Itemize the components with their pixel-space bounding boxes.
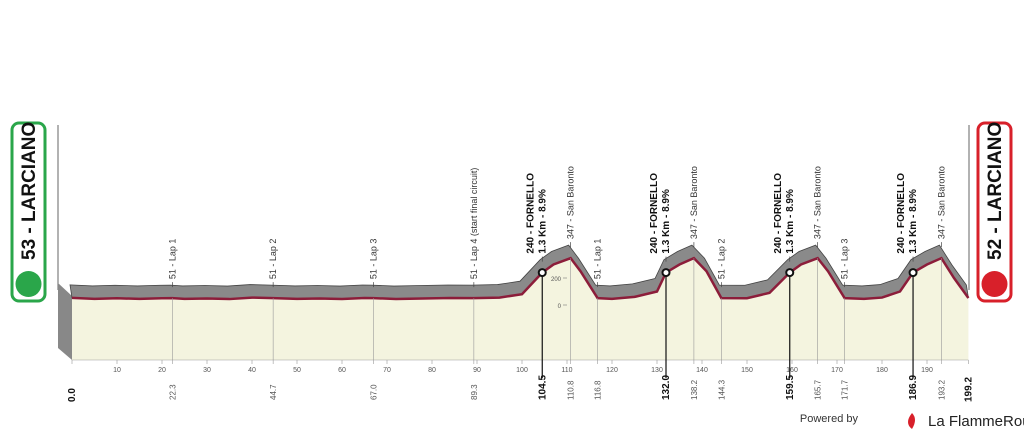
- x-tick-label: 160: [786, 367, 798, 374]
- x-end-label: 199.2: [963, 377, 974, 402]
- point-km: 186.9: [908, 375, 919, 400]
- x-tick-label: 40: [248, 367, 256, 374]
- climb-dot: [537, 268, 547, 278]
- point-label: 51 - Lap 3: [369, 239, 379, 280]
- brand: La FlammeRouge: [928, 413, 1024, 430]
- x-tick-label: 130: [651, 367, 663, 374]
- plot: 0 200 0.0 10 20 30 40 50 60 70 80 90 100 110 120 130 140…: [67, 166, 974, 402]
- point-km: 165.7: [814, 379, 823, 400]
- x-tick-label: 90: [473, 367, 481, 374]
- start-marker: 53 - LARCIANO: [10, 121, 47, 303]
- side-wedge: [58, 283, 72, 360]
- point-km: 159.5: [785, 375, 796, 400]
- powered-by: Powered by: [800, 413, 859, 425]
- point-label: 240 - FORNELLO: [649, 173, 660, 254]
- point-km: 22.3: [168, 384, 177, 400]
- finish-marker: 52 - LARCIANO: [976, 121, 1013, 303]
- point-label: 347 - San Baronto: [566, 166, 576, 239]
- x-tick-label: 170: [831, 367, 843, 374]
- x-tick-label: 20: [158, 367, 166, 374]
- point-km: 104.5: [537, 375, 548, 400]
- point-km: 44.7: [269, 384, 278, 400]
- point-km: 138.2: [690, 379, 699, 400]
- x-end-label: 0.0: [67, 388, 78, 402]
- x-tick-label: 140: [696, 367, 708, 374]
- point-label: 51 - Lap 3: [840, 239, 850, 280]
- point-label: 51 - Lap 2: [268, 239, 278, 280]
- point-label: 347 - San Baronto: [689, 166, 699, 239]
- point-km: 89.3: [470, 384, 479, 400]
- x-tick-label: 10: [113, 367, 121, 374]
- point-km: 132.0: [661, 375, 672, 400]
- x-tick-label: 150: [741, 367, 753, 374]
- point-label: 1.3 Km - 8.9%: [537, 189, 548, 254]
- x-tick-label: 120: [606, 367, 618, 374]
- point-km: 67.0: [370, 384, 379, 400]
- climb-dot: [908, 268, 918, 278]
- finish-box: [976, 121, 1013, 303]
- x-tick-label: 180: [876, 367, 888, 374]
- x-tick-label: 100: [516, 367, 528, 374]
- point-label: 1.3 Km - 8.9%: [785, 189, 796, 254]
- point-km: 144.3: [717, 379, 726, 400]
- point-label: 51 - Lap 1: [593, 239, 603, 280]
- climb-dot: [785, 268, 795, 278]
- point-label: 1.3 Km - 8.9%: [661, 189, 672, 254]
- point-label: 240 - FORNELLO: [896, 173, 907, 254]
- point-label: 240 - FORNELLO: [525, 173, 536, 254]
- point-label: 51 - Lap 2: [716, 239, 726, 280]
- finish-label: 52 - LARCIANO: [985, 122, 1006, 260]
- y-tick-label: 200: [551, 277, 562, 283]
- x-tick-label: 60: [338, 367, 346, 374]
- start-label: 53 - LARCIANO: [19, 122, 40, 260]
- x-tick-label: 80: [428, 367, 436, 374]
- point-label: 347 - San Baronto: [936, 166, 946, 239]
- x-tick-label: 110: [561, 367, 572, 374]
- x-tick-label: 70: [383, 367, 391, 374]
- profile-line: [71, 256, 970, 301]
- start-box: [10, 121, 47, 303]
- point-label: 51 - Lap 4 (start final circuit): [469, 168, 479, 280]
- point-label: 240 - FORNELLO: [773, 173, 784, 254]
- climb-dot: [661, 268, 671, 278]
- point-km: 110.8: [567, 380, 576, 400]
- brand-icon: [908, 413, 915, 429]
- point-label: 1.3 Km - 8.9%: [908, 189, 919, 254]
- x-tick-label: 190: [921, 367, 933, 374]
- point-label: 51 - Lap 1: [167, 239, 177, 280]
- point-label: 347 - San Baronto: [813, 166, 823, 239]
- ground-area: [72, 258, 969, 360]
- y-tick-label: 0: [558, 304, 562, 310]
- point-km: 116.8: [594, 380, 603, 400]
- x-tick-label: 30: [203, 367, 211, 374]
- point-km: 193.2: [937, 379, 946, 400]
- start-icon: [15, 271, 42, 297]
- finish-icon: [981, 271, 1008, 297]
- x-tick-label: 50: [293, 367, 301, 374]
- point-km: 171.7: [841, 379, 850, 400]
- footer: Powered by La FlammeRouge: [800, 413, 1024, 430]
